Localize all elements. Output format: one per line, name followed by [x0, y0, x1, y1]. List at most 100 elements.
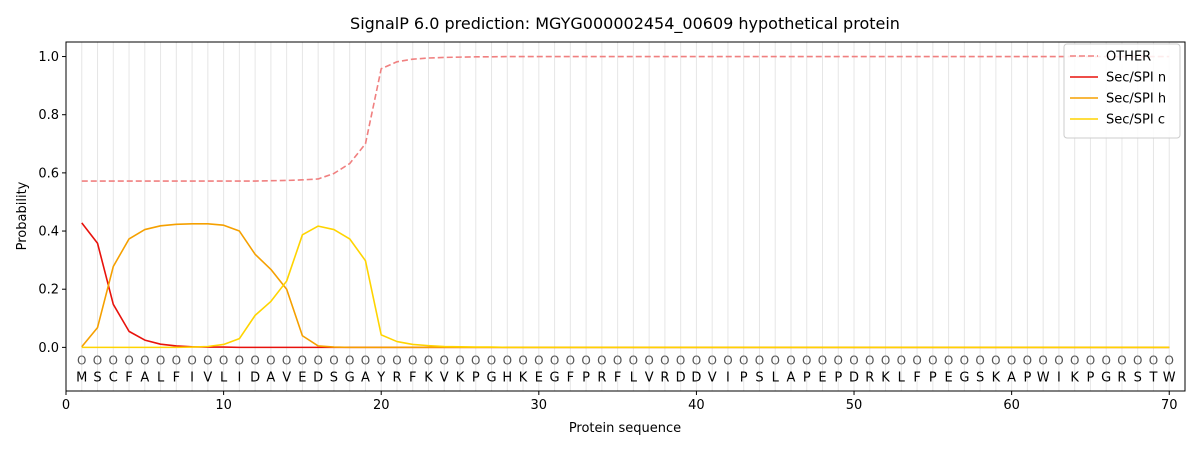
annotation-label: O	[1007, 353, 1016, 367]
residue-label: K	[881, 370, 890, 385]
annotation-label: O	[865, 353, 874, 367]
legend-label: Sec/SPI h	[1106, 92, 1166, 107]
annotation-label: O	[503, 353, 512, 367]
x-tick-label: 60	[1003, 398, 1020, 413]
annotation-label: O	[644, 353, 653, 367]
residue-label: E	[298, 370, 306, 385]
residue-label: A	[140, 370, 149, 385]
annotation-label: O	[329, 353, 338, 367]
annotation-label: O	[897, 353, 906, 367]
annotation-label: O	[1101, 353, 1110, 367]
residue-label: I	[726, 370, 730, 385]
annotation-label: O	[928, 353, 937, 367]
annotation-label: O	[455, 353, 464, 367]
annotation-label: O	[786, 353, 795, 367]
annotation-label: O	[755, 353, 764, 367]
y-axis-label: Probability	[15, 181, 30, 250]
residue-label: V	[440, 370, 449, 385]
series-layer	[81, 55, 1170, 349]
residue-label: V	[282, 370, 291, 385]
residue-label: I	[1057, 370, 1061, 385]
residue-label: P	[582, 370, 590, 385]
annotation-label: O	[313, 353, 322, 367]
residue-label: S	[330, 370, 338, 385]
residue-label: D	[691, 370, 701, 385]
residue-label: V	[203, 370, 212, 385]
x-tick-label: 50	[846, 398, 863, 413]
residue-label: R	[660, 370, 669, 385]
annotation-label: O	[361, 353, 370, 367]
annotation-label: O	[1054, 353, 1063, 367]
x-tick-label: 10	[215, 398, 232, 413]
residue-label: T	[1149, 370, 1158, 385]
annotation-label: O	[676, 353, 685, 367]
annotation-label: O	[566, 353, 575, 367]
chart-title: SignalP 6.0 prediction: MGYG000002454_00…	[350, 14, 900, 34]
residue-label: M	[76, 370, 87, 385]
annotation-label: O	[172, 353, 181, 367]
residue-label: A	[787, 370, 796, 385]
residue-label: L	[898, 370, 906, 385]
x-tick-label: 0	[62, 398, 70, 413]
residue-label: K	[519, 370, 528, 385]
annotation-label: O	[109, 353, 118, 367]
x-tick-label: 20	[373, 398, 390, 413]
annotation-label: O	[471, 353, 480, 367]
annotation-label: O	[802, 353, 811, 367]
vertical-grid	[81, 42, 1170, 391]
x-axis-label: Protein sequence	[569, 421, 681, 436]
annotation-label: O	[424, 353, 433, 367]
annotation-label: O	[345, 353, 354, 367]
annotation-label: O	[518, 353, 527, 367]
annotation-label: O	[770, 353, 779, 367]
annotation-label: O	[1070, 353, 1079, 367]
annotation-label: O	[960, 353, 969, 367]
annotation-label: O	[124, 353, 133, 367]
x-tick-label: 30	[531, 398, 548, 413]
annotation-label: O	[912, 353, 921, 367]
annotation-label: O	[140, 353, 149, 367]
annotation-label: O	[219, 353, 228, 367]
series-line-sec-spi-h	[81, 222, 1170, 349]
residue-label: W	[1163, 370, 1176, 385]
residue-label: V	[645, 370, 654, 385]
residue-label: K	[1070, 370, 1079, 385]
y-tick-label: 0.0	[38, 341, 59, 356]
residue-label: W	[1037, 370, 1050, 385]
annotation-label: O	[991, 353, 1000, 367]
residue-label: I	[190, 370, 194, 385]
residue-label: E	[535, 370, 543, 385]
residue-label: G	[550, 370, 560, 385]
series-line-sec-spi-c	[81, 225, 1170, 349]
residue-label: P	[929, 370, 937, 385]
annotation-label: O	[707, 353, 716, 367]
annotation-label: O	[613, 353, 622, 367]
residue-label: A	[361, 370, 370, 385]
residue-label: F	[567, 370, 574, 385]
residue-label: A	[266, 370, 275, 385]
residue-label: V	[708, 370, 717, 385]
annotation-label: O	[440, 353, 449, 367]
residue-label: G	[345, 370, 355, 385]
residue-label: D	[313, 370, 323, 385]
residue-label: L	[220, 370, 228, 385]
annotation-label: O	[1165, 353, 1174, 367]
residue-label: Y	[376, 370, 385, 385]
residue-label: P	[740, 370, 748, 385]
y-tick-label: 0.6	[38, 166, 59, 181]
residue-label: F	[125, 370, 132, 385]
residue-label: R	[1117, 370, 1126, 385]
annotation-label: O	[1117, 353, 1126, 367]
annotation-label: O	[1023, 353, 1032, 367]
annotation-label: O	[975, 353, 984, 367]
annotation-label: O	[534, 353, 543, 367]
annotation-label: O	[739, 353, 748, 367]
residue-label: D	[676, 370, 686, 385]
legend-label: OTHER	[1106, 50, 1151, 65]
residue-label: S	[976, 370, 984, 385]
residue-label: R	[597, 370, 606, 385]
residue-label: G	[486, 370, 496, 385]
annotation-label: O	[581, 353, 590, 367]
annotation-label: O	[282, 353, 291, 367]
y-tick-label: 1.0	[38, 50, 59, 65]
